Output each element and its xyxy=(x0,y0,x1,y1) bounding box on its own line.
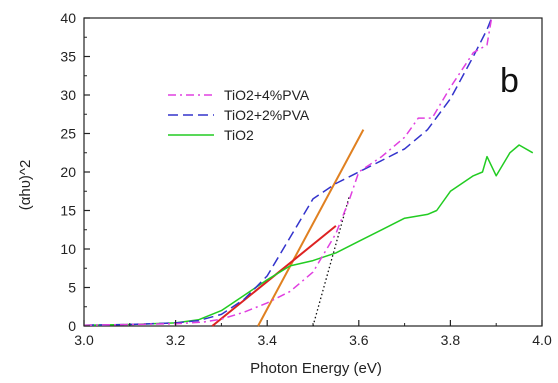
y-tick-label: 30 xyxy=(60,87,76,103)
fit-line-3 xyxy=(312,194,351,327)
y-tick-label: 35 xyxy=(60,49,76,65)
y-tick-label: 25 xyxy=(60,126,76,142)
x-tick-label: 3.2 xyxy=(166,332,186,348)
x-axis-title: Photon Energy (eV) xyxy=(250,360,382,377)
legend-label: TiO2+2%PVA xyxy=(224,107,310,123)
x-tick-label: 3.6 xyxy=(349,332,369,348)
series-line-2 xyxy=(83,17,493,326)
legend-label: TiO2+4%PVA xyxy=(224,87,310,103)
series-line-1 xyxy=(83,17,493,326)
y-tick-label: 0 xyxy=(68,318,76,334)
panel-label: b xyxy=(500,62,519,100)
y-tick-label: 10 xyxy=(60,241,76,257)
legend-label: TiO2 xyxy=(224,127,254,143)
y-tick-label: 5 xyxy=(68,280,76,296)
x-tick-label: 3.0 xyxy=(74,332,94,348)
fit-line-1 xyxy=(257,129,365,327)
y-tick-label: 20 xyxy=(60,164,76,180)
legend: TiO2+4%PVA TiO2+2%PVA TiO2 xyxy=(168,87,310,143)
x-axis: 3.0 3.2 3.4 3.6 3.8 4.0 xyxy=(74,320,552,348)
plot-frame xyxy=(83,17,543,327)
y-tick-label: 15 xyxy=(60,203,76,219)
series-line-3 xyxy=(83,144,534,326)
y-axis-title: (αhυ)^2 xyxy=(17,160,34,211)
x-tick-label: 3.4 xyxy=(257,332,277,348)
y-tick-label: 40 xyxy=(60,10,76,26)
y-axis: 0 5 10 15 20 25 30 35 40 xyxy=(60,10,90,334)
plot-area xyxy=(83,17,543,327)
x-tick-label: 3.8 xyxy=(441,332,461,348)
x-tick-label: 4.0 xyxy=(532,332,552,348)
